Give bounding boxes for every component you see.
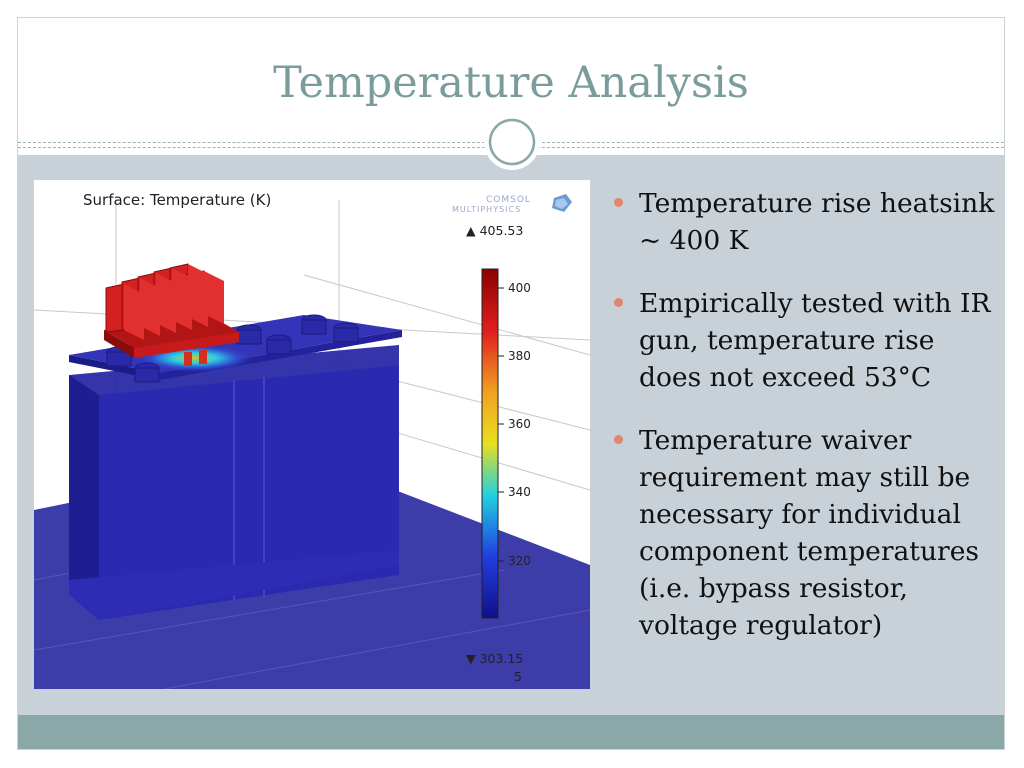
bullet-item: Empirically tested with IR gun, temperat… [612, 285, 1002, 396]
bullet-list: Temperature rise heatsink ~ 400 K Empiri… [612, 185, 1002, 670]
slide-title: Temperature Analysis [273, 58, 749, 108]
battery-left-face [69, 375, 99, 620]
color-scale-ticks [498, 287, 504, 562]
slide-footer-bar [18, 715, 1004, 749]
battery-terminals [106, 314, 359, 383]
scale-min-label: ▼ 303.15 [466, 651, 523, 666]
scale-tick-380: 380 [508, 349, 531, 363]
bullet-dot-icon [614, 298, 623, 307]
comsol-logo-icon: COMSOL MULTIPHYSICS [452, 194, 572, 214]
bullet-text: Empirically tested with IR gun, temperat… [639, 288, 991, 393]
scale-max-label: ▲ 405.53 [466, 223, 523, 238]
svg-text:COMSOL: COMSOL [486, 195, 531, 205]
scale-tick-340: 340 [508, 485, 531, 499]
bullet-item: Temperature rise heatsink ~ 400 K [612, 185, 1002, 259]
bullet-text: Temperature waiver requirement may still… [639, 425, 979, 641]
corner-label: 5 [514, 669, 522, 684]
scale-tick-360: 360 [508, 417, 531, 431]
battery-base [69, 550, 399, 620]
scale-tick-400: 400 [508, 281, 531, 295]
bullet-dot-icon [614, 435, 623, 444]
plot-label: Surface: Temperature (K) [83, 191, 271, 209]
bullet-dot-icon [614, 198, 623, 207]
temperature-figure: 400 380 360 340 320 ▲ 405.53 ▼ 303.15 5 … [34, 180, 590, 689]
temperature-surface-plot: 400 380 360 340 320 ▲ 405.53 ▼ 303.15 5 … [34, 191, 590, 689]
scale-tick-320: 320 [508, 554, 531, 568]
battery-front-face [99, 365, 399, 620]
title-ornament-icon [484, 114, 540, 170]
heatsink [104, 263, 239, 366]
color-scale-bar [481, 268, 499, 619]
bullet-text: Temperature rise heatsink ~ 400 K [639, 188, 995, 256]
bullet-item: Temperature waiver requirement may still… [612, 422, 1002, 644]
svg-text:MULTIPHYSICS: MULTIPHYSICS [452, 205, 521, 214]
